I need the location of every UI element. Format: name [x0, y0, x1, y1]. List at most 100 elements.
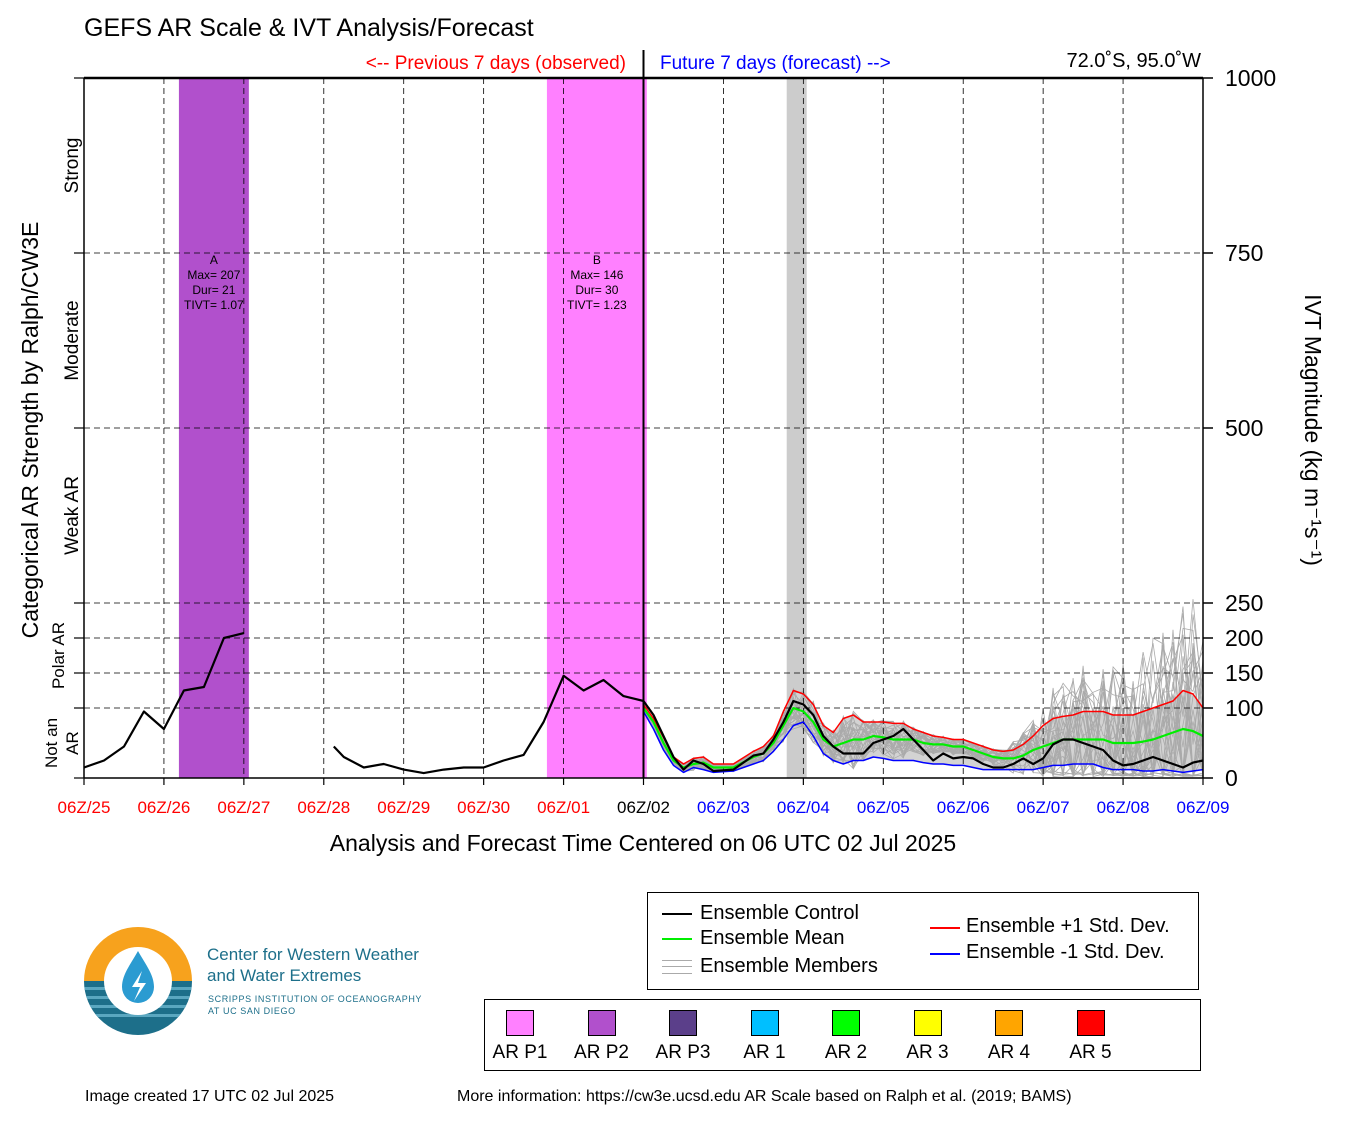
ar-category-legend: AR P1 AR P2 AR P3 AR 1 AR 2 AR 3 AR 4 AR 5	[484, 999, 1201, 1071]
y-tick-label: 1000	[1225, 65, 1276, 91]
x-tick-label: 06Z/05	[857, 798, 910, 817]
category-item: AR 3	[888, 1010, 968, 1064]
x-tick-label: 06Z/04	[777, 798, 830, 817]
logo-org-name: Center for Western Weather and Water Ext…	[207, 944, 419, 986]
x-tick-label: 06Z/25	[58, 798, 111, 817]
ar-event-A-label: A	[210, 253, 218, 267]
category-swatch	[750, 1010, 779, 1036]
previous-days-label: <-- Previous 7 days (observed)	[366, 53, 626, 74]
footer-info: More information: https://cw3e.ucsd.edu …	[457, 1088, 1072, 1105]
legend-minus-std-label: Ensemble -1 Std. Dev.	[966, 941, 1165, 963]
category-swatch	[587, 1010, 616, 1036]
logo-institution: SCRIPPS INSTITUTION OF OCEANOGRAPHY AT U…	[208, 993, 422, 1017]
category-item: AR 5	[1051, 1010, 1131, 1064]
category-item: AR P3	[643, 1010, 723, 1064]
ensemble-member-line	[643, 633, 1204, 778]
x-tick-label: 06Z/08	[1097, 798, 1150, 817]
category-label: Not an	[42, 718, 61, 768]
series-line-ensemble-control	[333, 674, 1204, 775]
x-tick-label: 06Z/02	[617, 798, 670, 817]
x-tick-label: 06Z/01	[537, 798, 590, 817]
x-tick-label: 06Z/30	[457, 798, 510, 817]
ensemble-member-line	[643, 632, 1204, 776]
category-item: AR 4	[969, 1010, 1049, 1064]
y-axis-right-label: IVT Magnitude (kg m⁻¹s⁻¹)	[1300, 294, 1326, 566]
category-label: AR 3	[906, 1042, 949, 1063]
category-label: Strong	[62, 138, 83, 194]
ar-event-B-label: TIVT= 1.23	[567, 298, 627, 312]
ar-event-B-label: Dur= 30	[575, 283, 618, 297]
category-label: AR 1	[743, 1042, 786, 1063]
legend-members-swatch	[662, 960, 692, 974]
x-tick-label: 06Z/07	[1017, 798, 1070, 817]
category-item: AR 1	[725, 1010, 805, 1064]
category-swatch	[506, 1010, 534, 1036]
legend-minus-std-swatch	[930, 953, 960, 955]
ensemble-member-line	[643, 686, 1204, 778]
logo-line-2: and Water Extremes	[207, 966, 362, 985]
category-swatch	[669, 1010, 697, 1036]
x-axis-label: Analysis and Forecast Time Centered on 0…	[330, 830, 956, 856]
y-tick-label: 0	[1225, 765, 1238, 791]
category-label: AR P1	[492, 1042, 548, 1063]
legend-plus-std-label: Ensemble +1 Std. Dev.	[966, 915, 1170, 937]
category-label: AR 4	[987, 1042, 1031, 1063]
series-line-ensemble-control	[83, 632, 245, 769]
x-tick-label: 06Z/28	[297, 798, 350, 817]
legend-control-swatch	[662, 913, 692, 915]
ar-event-A-label: TIVT= 1.07	[184, 298, 244, 312]
x-tick-label: 06Z/27	[217, 798, 270, 817]
category-label: AR 2	[824, 1042, 868, 1063]
legend-mean-swatch	[662, 938, 692, 940]
ar-event-A-label: Dur= 21	[192, 283, 235, 297]
y-tick-label: 150	[1225, 660, 1263, 686]
ar-event-B-label: B	[593, 253, 601, 267]
series-legend: Ensemble Control Ensemble Mean Ensemble …	[647, 892, 1199, 990]
ensemble-member-line	[643, 683, 1204, 777]
location-label: 72.0˚S, 95.0˚W	[1066, 50, 1201, 72]
x-tick-label: 06Z/03	[697, 798, 750, 817]
x-tick-label: 06Z/06	[937, 798, 990, 817]
logo-line-3: SCRIPPS INSTITUTION OF OCEANOGRAPHY	[208, 994, 423, 1004]
category-item: AR P2	[562, 1010, 642, 1064]
category-label: AR	[63, 731, 82, 755]
y-tick-label: 200	[1225, 625, 1263, 651]
ar-event-A-label: Max= 207	[187, 268, 240, 282]
legend-members-label: Ensemble Members	[700, 955, 878, 977]
series-line-ensemble-mean	[642, 706, 1204, 769]
category-label: AR 5	[1069, 1042, 1112, 1063]
x-tick-label: 06Z/09	[1177, 798, 1230, 817]
ensemble-member-line	[643, 655, 1204, 777]
future-days-label: Future 7 days (forecast) -->	[660, 53, 891, 74]
legend-mean-label: Ensemble Mean	[700, 927, 845, 949]
series-line-ensemble-1-std-dev-	[642, 689, 1204, 765]
y-tick-label: 250	[1225, 590, 1263, 616]
chart-title: GEFS AR Scale & IVT Analysis/Forecast	[84, 14, 534, 42]
category-swatch	[913, 1010, 942, 1036]
footer-created: Image created 17 UTC 02 Jul 2025	[85, 1088, 335, 1105]
x-tick-label: 06Z/26	[137, 798, 190, 817]
logo-line-1: Center for Western Weather	[207, 945, 419, 964]
ensemble-spread-area	[643, 690, 1203, 773]
ar-event-B-label: Max= 146	[570, 268, 623, 282]
logo-line-4: AT UC SAN DIEGO	[208, 1006, 296, 1016]
category-label: AR P3	[655, 1042, 711, 1063]
series-line-ensemble-1-std-dev-	[642, 711, 1204, 774]
legend-control-label: Ensemble Control	[700, 902, 859, 924]
category-label: Polar AR	[49, 622, 68, 689]
category-swatch	[995, 1010, 1023, 1036]
category-item: AR P1	[480, 1010, 560, 1064]
cw3e-logo-icon	[84, 927, 192, 1035]
y-axis-left-label: Categorical AR Strength by Ralph/CW3E	[17, 222, 43, 639]
y-tick-label: 750	[1225, 240, 1263, 266]
category-label: Weak AR	[62, 476, 83, 555]
category-swatch	[832, 1010, 860, 1036]
category-label: AR P2	[574, 1042, 629, 1063]
y-tick-label: 500	[1225, 415, 1263, 441]
y-tick-label: 100	[1225, 695, 1263, 721]
x-tick-label: 06Z/29	[377, 798, 430, 817]
legend-plus-std-swatch	[930, 927, 960, 929]
category-swatch	[1076, 1010, 1105, 1036]
category-label: Moderate	[62, 300, 83, 380]
